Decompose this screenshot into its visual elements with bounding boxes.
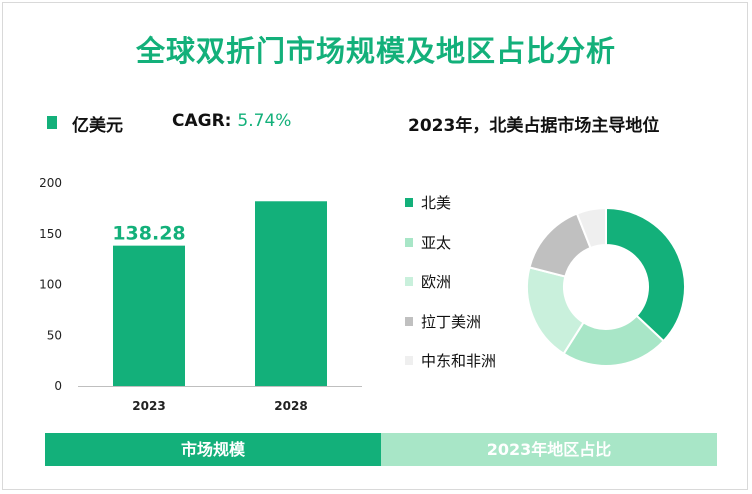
legend-label: 亚太 xyxy=(421,233,452,252)
legend-item: 中东和非洲 xyxy=(405,350,496,372)
legend-item: 北美 xyxy=(405,192,451,214)
legend-swatch xyxy=(405,356,413,365)
bar-data-label: 138.28 xyxy=(112,223,185,245)
chart-frame xyxy=(2,2,748,490)
legend-swatch xyxy=(405,316,413,326)
legend-label: 欧洲 xyxy=(421,273,452,291)
unit-label: 亿美元 xyxy=(72,116,123,136)
x-tick-label: 2023 xyxy=(132,399,165,413)
legend-swatch xyxy=(405,198,413,207)
legend-swatch xyxy=(405,237,413,247)
y-tick-label: 150 xyxy=(39,227,62,241)
unit-legend-swatch xyxy=(47,116,57,129)
y-tick-label: 0 xyxy=(54,379,62,393)
legend-item: 亚太 xyxy=(405,232,451,254)
bar-2028 xyxy=(255,201,327,386)
legend-swatch xyxy=(405,277,413,286)
y-tick-label: 200 xyxy=(39,176,62,190)
legend-label: 中东和非洲 xyxy=(421,352,497,370)
cagr-text: CAGR: xyxy=(172,111,238,131)
legend-item: 拉丁美洲 xyxy=(405,311,481,333)
x-tick-label: 2028 xyxy=(274,399,307,413)
y-tick-label: 100 xyxy=(39,278,62,292)
footer-region-share: 2023年地区占比 xyxy=(381,433,717,466)
bar-2023 xyxy=(113,245,185,386)
pie-title: 2023年，北美占据市场主导地位 xyxy=(408,116,660,136)
legend-label: 北美 xyxy=(421,194,452,212)
cagr-value: 5.74% xyxy=(237,111,292,131)
page-title: 全球双折门市场规模及地区占比分析 xyxy=(135,34,616,68)
cagr-label: CAGR: 5.74% xyxy=(172,111,291,131)
legend-label: 拉丁美洲 xyxy=(421,312,482,331)
footer-market-size: 市场规模 xyxy=(45,433,381,466)
donut-slice-4 xyxy=(575,206,607,250)
y-tick-label: 50 xyxy=(47,328,62,342)
donut-slice-0 xyxy=(605,206,686,343)
legend-item: 欧洲 xyxy=(405,271,451,293)
